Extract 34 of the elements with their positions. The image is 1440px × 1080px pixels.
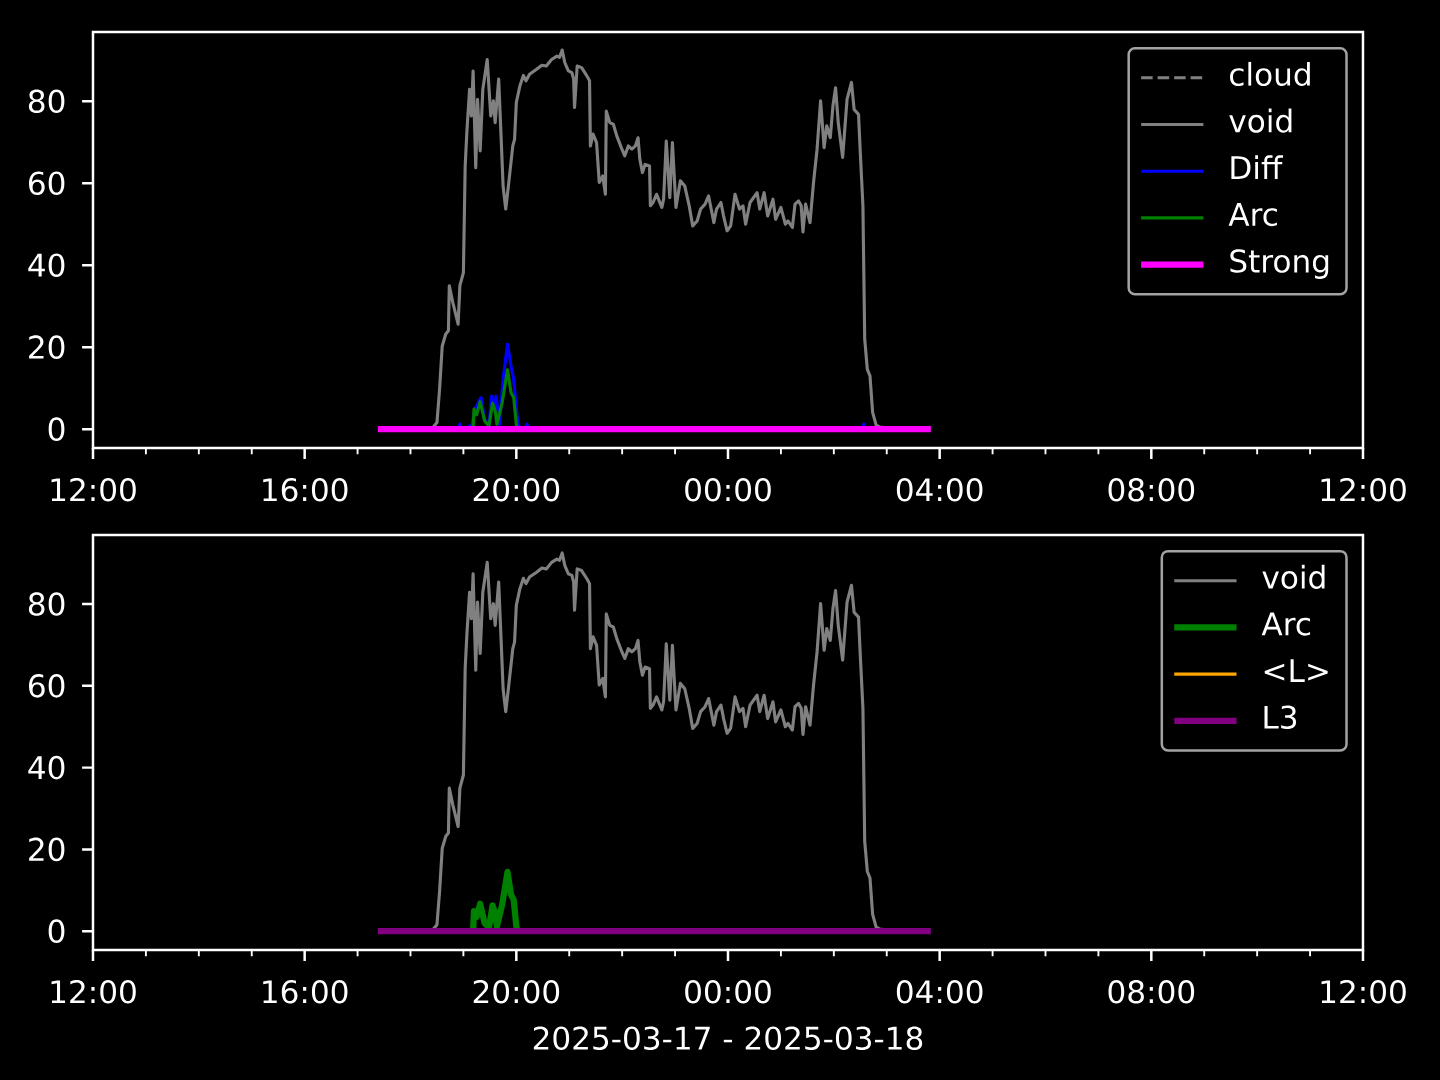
- y-tick-label: 60: [29, 674, 65, 698]
- y-tick-label: 40: [28, 755, 65, 780]
- legend-label: void: [1229, 108, 1292, 133]
- x-tick-label: 12:00: [1321, 979, 1406, 1004]
- x-tick-label: 16:00: [263, 477, 348, 502]
- legend-label: <L>: [1264, 659, 1328, 682]
- x-tick-label: 12:00: [51, 477, 136, 502]
- y-tick-label: 0: [48, 417, 65, 441]
- x-tick-label: 12:00: [1321, 477, 1406, 502]
- x-tick-label: 08:00: [1108, 979, 1195, 1004]
- y-tick-label: 80: [28, 592, 65, 616]
- x-tick-label: 20:00: [473, 477, 560, 502]
- y-tick-label: 40: [28, 253, 65, 277]
- legend-label: Diff: [1231, 155, 1284, 179]
- legend-label: Arc: [1228, 202, 1277, 227]
- x-tick-label: 12:00: [51, 979, 136, 1004]
- legend-label: void: [1262, 564, 1325, 589]
- x-tick-label: 00:00: [685, 477, 771, 502]
- y-tick-label: 20: [29, 335, 65, 359]
- x-tick-label: 04:00: [896, 979, 983, 1004]
- x-tick-label: 08:00: [1108, 477, 1195, 502]
- legend-label: Strong: [1230, 249, 1329, 279]
- y-tick-label: 0: [48, 919, 65, 943]
- y-tick-label: 80: [28, 89, 65, 114]
- legend-label: cloud: [1230, 61, 1310, 87]
- legend-label: L3: [1264, 705, 1297, 730]
- x-tick-label: 00:00: [685, 979, 771, 1004]
- x-axis-title: 2025-03-17 - 2025-03-18: [533, 1026, 923, 1051]
- x-tick-label: 20:00: [473, 979, 560, 1004]
- y-tick-label: 60: [29, 171, 65, 196]
- y-tick-label: 20: [29, 837, 65, 862]
- x-tick-label: 16:00: [263, 979, 348, 1004]
- x-tick-label: 04:00: [896, 477, 983, 502]
- legend-label: Arc: [1261, 612, 1311, 636]
